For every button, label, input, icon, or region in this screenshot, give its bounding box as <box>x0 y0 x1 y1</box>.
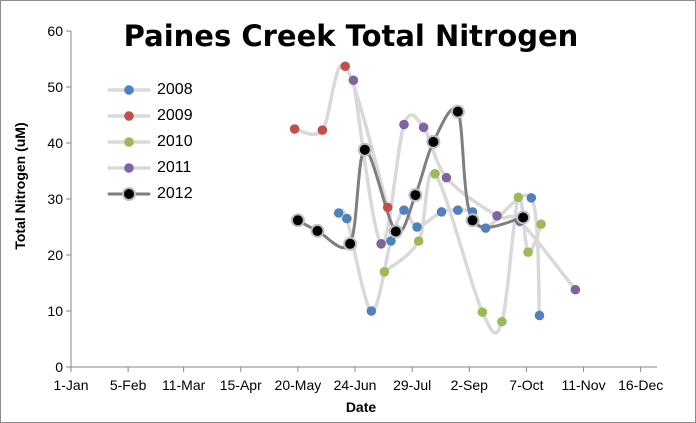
data-point-2011 <box>348 75 359 86</box>
y-tick-label: 30 <box>47 191 63 207</box>
x-tick-label: 11-Mar <box>162 377 206 393</box>
data-point-2008 <box>333 208 344 218</box>
legend-item-2008: 2008 <box>107 79 237 105</box>
data-point-2009 <box>382 202 393 213</box>
x-axis-title: Date <box>345 399 377 415</box>
data-point-2012 <box>310 223 325 238</box>
data-point-2008 <box>453 205 463 215</box>
series-line-2010 <box>382 170 543 335</box>
data-point-2012 <box>408 188 423 203</box>
legend-label: 2008 <box>157 81 193 98</box>
legend-marker <box>124 137 134 147</box>
data-point-2010 <box>413 236 424 246</box>
legend-marker <box>124 111 134 121</box>
data-point-2011 <box>441 172 452 183</box>
data-point-2012 <box>388 224 403 239</box>
data-point-2008 <box>526 193 537 203</box>
series-line-2009 <box>292 63 390 210</box>
series-markers <box>289 61 581 327</box>
x-tick-label: 1-Jan <box>53 377 88 393</box>
data-point-2008 <box>366 306 377 316</box>
data-point-2011 <box>418 122 429 133</box>
x-tick-label: 2-Sep <box>451 377 489 393</box>
legend: 2008 2009 2010 2011 2012 <box>107 79 237 209</box>
legend-marker <box>124 163 134 173</box>
legend-item-2010: 2010 <box>107 131 237 157</box>
data-point-2009 <box>340 61 351 72</box>
data-point-2008 <box>480 223 491 233</box>
legend-item-2011: 2011 <box>107 157 237 183</box>
y-tick-label: 20 <box>47 247 63 263</box>
data-point-2011 <box>376 239 386 249</box>
data-point-2010 <box>430 169 440 179</box>
y-tick-label: 50 <box>47 79 63 95</box>
data-point-2012 <box>343 236 358 251</box>
data-point-2008 <box>399 205 409 215</box>
data-point-2010 <box>497 316 507 327</box>
data-point-2008 <box>436 207 447 217</box>
y-tick-label: 10 <box>47 303 63 319</box>
data-point-2010 <box>379 267 390 277</box>
x-tick-label: 7-Oct <box>509 377 543 393</box>
legend-swatch-2012 <box>107 187 151 201</box>
x-tick-label: 16-Dec <box>618 377 663 393</box>
data-point-2011 <box>399 119 409 130</box>
data-point-2012 <box>426 134 441 149</box>
data-point-2010 <box>513 192 524 203</box>
series-line-2012 <box>296 107 525 250</box>
legend-swatch-2009 <box>107 111 151 121</box>
data-point-2012 <box>516 210 531 225</box>
series-line-2008 <box>336 193 542 318</box>
y-tick-label: 40 <box>47 135 63 151</box>
data-point-2012 <box>290 213 305 228</box>
data-point-2008 <box>412 222 422 232</box>
x-tick-label: 20-May <box>275 377 322 393</box>
data-point-2012 <box>450 104 465 119</box>
data-point-2010 <box>523 247 533 257</box>
x-tick-label: 11-Nov <box>561 377 605 393</box>
data-point-2008 <box>386 236 396 246</box>
legend-label: 2012 <box>157 185 193 202</box>
data-point-2008 <box>342 213 352 224</box>
data-point-2009 <box>289 124 300 134</box>
legend-label: 2010 <box>157 133 193 150</box>
data-point-2009 <box>317 125 328 135</box>
data-point-2012 <box>465 213 480 228</box>
x-tick-label: 29-Jul <box>393 377 431 393</box>
legend-swatch-2010 <box>107 137 151 147</box>
legend-marker <box>122 187 136 201</box>
legend-marker <box>124 85 134 95</box>
data-point-2010 <box>536 219 546 229</box>
x-tick-label: 24-Jun <box>334 377 377 393</box>
data-point-2008 <box>534 310 545 321</box>
y-tick-label: 60 <box>47 23 63 39</box>
data-point-2011 <box>570 284 581 295</box>
legend-item-2012: 2012 <box>107 183 237 209</box>
data-point-2010 <box>477 307 488 317</box>
y-tick-label: 0 <box>55 359 63 375</box>
legend-swatch-2011 <box>107 163 151 173</box>
x-tick-label: 5-Feb <box>110 377 147 393</box>
legend-swatch-2008 <box>107 85 151 95</box>
data-point-2012 <box>357 142 372 157</box>
legend-label: 2011 <box>157 159 192 176</box>
legend-item-2009: 2009 <box>107 105 237 131</box>
legend-label: 2009 <box>157 107 193 124</box>
x-tick-label: 15-Apr <box>220 377 262 393</box>
axes: 0 10 20 30 40 50 60 1-Jan 5-Feb 11-Mar 15-Apr 20-Ma… <box>47 23 663 393</box>
data-point-2011 <box>492 211 502 221</box>
chart-title: Paines Creek Total Nitrogen <box>123 19 579 53</box>
